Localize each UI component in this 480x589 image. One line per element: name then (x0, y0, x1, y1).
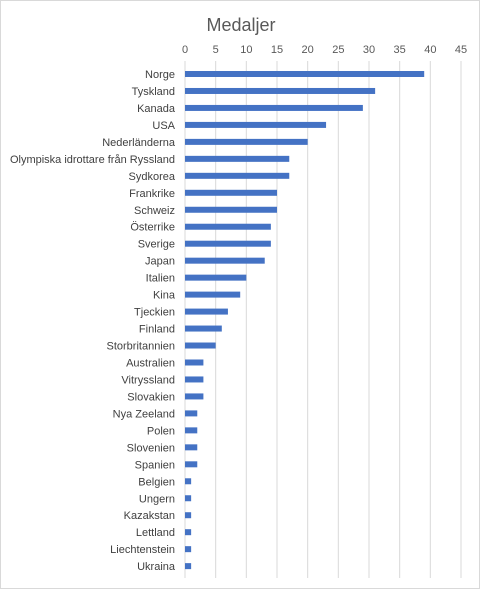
category-label: Olympiska idrottare från Ryssland (10, 154, 175, 166)
bar (185, 495, 192, 502)
x-tick-label: 40 (424, 44, 436, 56)
x-tick-label: 5 (213, 44, 219, 56)
category-labels: Norge Tyskland Kanada USA Nederländerna Olymp… (10, 69, 176, 573)
gridlines (184, 61, 462, 578)
bars (185, 71, 425, 570)
x-tick-label: 20 (302, 44, 314, 56)
category-label: Italien (146, 273, 175, 285)
bar (185, 138, 308, 145)
bar (185, 274, 247, 281)
bar (185, 172, 290, 179)
bar (185, 104, 363, 111)
category-label: Sverige (138, 239, 175, 251)
bar (185, 342, 216, 349)
bar (185, 87, 376, 94)
category-label: Ungern (139, 493, 175, 505)
bar (185, 376, 204, 383)
category-label: Nya Zeeland (113, 408, 175, 420)
category-label: Kanada (137, 103, 176, 115)
x-tick-label: 35 (394, 44, 406, 56)
category-label: Sydkorea (129, 171, 176, 183)
category-label: Japan (145, 256, 175, 268)
category-label: Polen (147, 425, 175, 437)
bar (185, 325, 222, 332)
category-label: Vitryssland (121, 374, 175, 386)
bar (185, 478, 192, 485)
category-label: Frankrike (129, 188, 175, 200)
bar (185, 308, 228, 315)
category-label: Storbritannien (107, 341, 176, 353)
category-label: Österrike (130, 222, 175, 234)
bar (185, 257, 265, 264)
category-label: Lettland (136, 527, 175, 539)
bar (185, 427, 198, 434)
x-tick-label: 15 (271, 44, 283, 56)
category-label: Liechtenstein (110, 544, 175, 556)
category-label: Belgien (138, 476, 175, 488)
category-label: Nederländerna (102, 137, 176, 149)
bar (185, 546, 192, 553)
category-label: Norge (145, 69, 175, 81)
category-label: Ukraina (137, 561, 176, 573)
category-label: Kina (153, 290, 176, 302)
category-label: Spanien (135, 459, 175, 471)
bar (185, 393, 204, 400)
category-label: Tyskland (132, 86, 175, 98)
bar (185, 444, 198, 451)
bar (185, 291, 241, 298)
category-label: Tjeckien (134, 307, 175, 319)
bar (185, 461, 198, 468)
x-tick-label: 25 (332, 44, 344, 56)
bar (185, 410, 198, 417)
bar (185, 529, 192, 536)
category-label: Slovenien (127, 442, 175, 454)
bar (185, 359, 204, 366)
bar (185, 155, 290, 162)
bar (185, 206, 277, 213)
bar (185, 223, 271, 230)
category-label: Kazakstan (124, 510, 175, 522)
category-label: Schweiz (134, 205, 175, 217)
category-label: Finland (139, 324, 175, 336)
chart-title: Medaljer (206, 15, 275, 35)
x-tick-label: 10 (240, 44, 252, 56)
bar (185, 240, 271, 247)
x-axis-ticks: 0 5 10 15 20 25 30 35 40 45 (182, 44, 467, 56)
category-label: USA (152, 120, 175, 132)
bar (185, 71, 425, 77)
category-label: Australien (126, 357, 175, 369)
bar (185, 512, 192, 519)
x-tick-label: 45 (455, 44, 467, 56)
bar (185, 189, 277, 196)
category-label: Slovakien (127, 391, 175, 403)
bar (185, 121, 327, 128)
x-tick-label: 30 (363, 44, 375, 56)
x-tick-label: 0 (182, 44, 188, 56)
bar (185, 563, 192, 570)
